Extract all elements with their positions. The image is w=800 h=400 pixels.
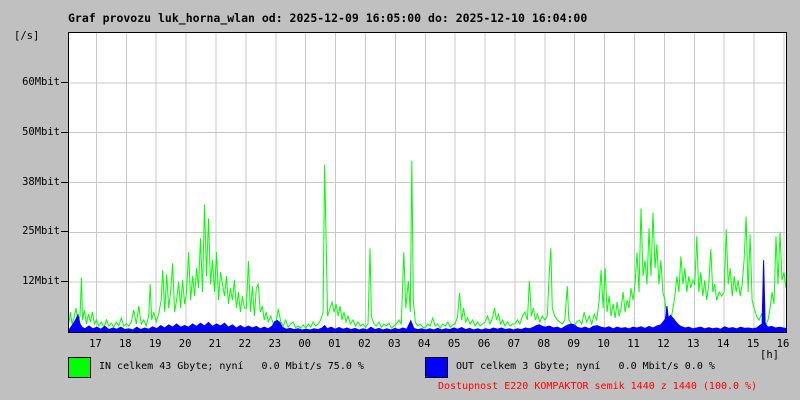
x-tick-label: 23 [268, 338, 282, 350]
y-tick-label: 50Mbit [22, 125, 60, 138]
y-tick-label: 25Mbit [22, 225, 60, 238]
x-tick-label: 16 [776, 338, 790, 350]
y-axis-unit-label: [/s] [14, 30, 40, 42]
legend-in-label: IN celkem 43 Gbyte; nyní 0.0 Mbit/s 75.0… [99, 361, 364, 372]
x-tick-label: 10 [597, 338, 610, 350]
y-tick-mark [61, 131, 68, 133]
legend-out-label: OUT celkem 3 Gbyte; nyní 0.0 Mbit/s 0.0 … [456, 361, 715, 372]
y-tick-label: 12Mbit [22, 275, 60, 288]
x-tick-label: 20 [178, 338, 192, 350]
y-tick-mark [61, 281, 68, 283]
x-tick-label: 05 [447, 338, 461, 350]
x-tick-label: 21 [208, 338, 222, 350]
x-tick-label: 06 [477, 338, 491, 350]
in-series-line [69, 160, 786, 329]
y-tick-label: 38Mbit [22, 175, 60, 188]
graph-title: Graf provozu luk_horna_wlan od: 2025-12-… [68, 11, 588, 25]
x-tick-label: 04 [417, 338, 431, 350]
traffic-plot [68, 32, 787, 333]
x-tick-label: 18 [118, 338, 132, 350]
x-tick-label: 15 [746, 338, 760, 350]
x-tick-label: 02 [358, 338, 371, 350]
x-tick-label: 09 [567, 338, 581, 350]
y-tick-label: 60Mbit [22, 75, 60, 88]
y-tick-mark [61, 231, 68, 233]
x-tick-label: 03 [388, 338, 401, 350]
availability-text: Dostupnost E220 KOMPAKTOR semik 1440 z 1… [438, 381, 758, 392]
x-tick-label: 07 [507, 338, 521, 350]
x-tick-label: 00 [298, 338, 311, 350]
legend-out-swatch [425, 357, 448, 378]
plot-svg [69, 33, 786, 332]
x-tick-label: 01 [328, 338, 341, 350]
x-tick-label: 14 [716, 338, 730, 350]
x-tick-label: 08 [537, 338, 551, 350]
x-axis-unit-label: [h] [760, 349, 779, 361]
x-tick-label: 13 [686, 338, 700, 350]
x-tick-label: 22 [238, 338, 252, 350]
x-tick-label: 12 [657, 338, 670, 350]
y-tick-mark [61, 181, 68, 183]
x-tick-label: 11 [627, 338, 640, 350]
x-tick-label: 19 [148, 338, 162, 350]
legend-in-swatch [68, 357, 91, 378]
x-tick-label: 17 [89, 338, 102, 350]
y-tick-mark [61, 81, 68, 83]
out-series-area [69, 260, 786, 332]
